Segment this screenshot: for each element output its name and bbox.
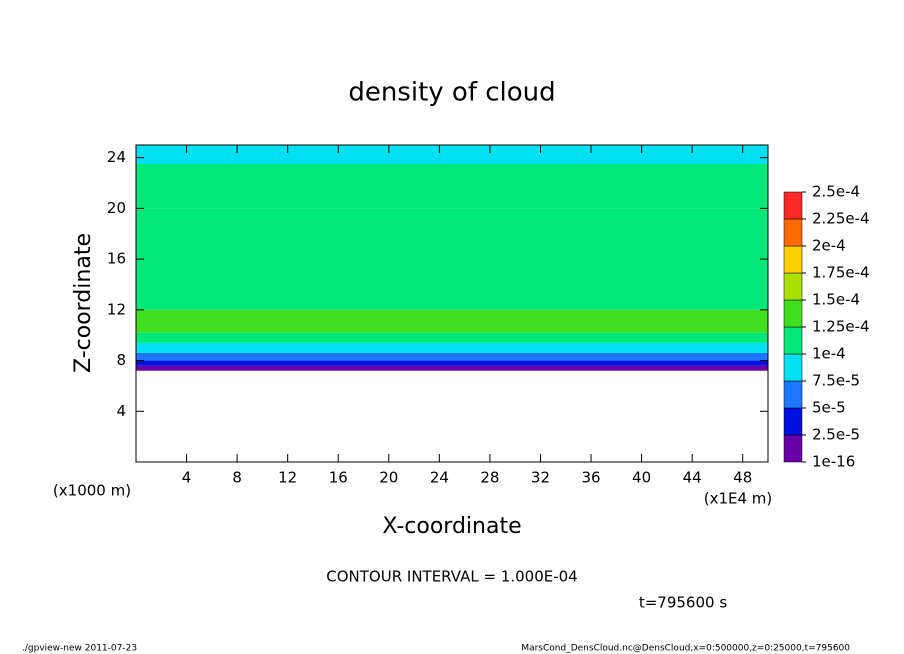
colorbar-label: 1.75e-4 — [812, 264, 870, 282]
x-tick-label: 20 — [379, 469, 398, 487]
colorbar-label: 1e-4 — [812, 345, 846, 363]
annotation: CONTOUR INTERVAL = 1.000E-04 — [326, 568, 577, 586]
heat-band — [136, 365, 768, 371]
chart-title: density of cloud — [348, 78, 555, 108]
colorbar-label: 5e-5 — [812, 399, 846, 417]
colorbar-swatch — [783, 380, 803, 409]
x-tick-label: 24 — [430, 469, 449, 487]
colorbar-label: 1.25e-4 — [812, 318, 870, 336]
footer: MarsCond_DensCloud.nc@DensCloud,x=0:5000… — [521, 644, 850, 654]
colorbar-swatch — [783, 353, 803, 382]
colorbar-label: 2.25e-4 — [812, 210, 870, 228]
colorbar-label: 1.5e-4 — [812, 291, 860, 309]
x-tick-label: 28 — [480, 469, 499, 487]
x-tick-label: 40 — [632, 469, 651, 487]
x-unit-label: (x1E4 m) — [704, 490, 773, 508]
heat-band — [136, 183, 768, 209]
x-axis-label: X-coordinate — [382, 514, 521, 539]
x-tick-label: 16 — [329, 469, 348, 487]
colorbar-swatch — [783, 191, 803, 220]
y-unit-label: (x1000 m) — [53, 482, 131, 500]
heat-band — [136, 309, 768, 333]
colorbar-label: 2.5e-5 — [812, 426, 860, 444]
annotation: t=795600 s — [639, 594, 727, 612]
y-tick-label: 24 — [107, 148, 126, 166]
x-tick-label: 12 — [278, 469, 297, 487]
plot-frame — [135, 144, 769, 463]
colorbar-swatch — [783, 407, 803, 436]
colorbar-label: 2.5e-4 — [812, 183, 860, 201]
colorbar-swatch — [783, 434, 803, 463]
x-tick-label: 32 — [531, 469, 550, 487]
x-tick-label: 36 — [581, 469, 600, 487]
colorbar-label: 1e-16 — [812, 453, 855, 471]
y-tick-label: 4 — [116, 402, 126, 420]
x-tick-label: 8 — [232, 469, 242, 487]
heat-band — [136, 145, 768, 165]
heat-band — [136, 208, 768, 310]
colorbar-label: 7.5e-5 — [812, 372, 860, 390]
colorbar-swatch — [783, 245, 803, 274]
x-tick-label: 44 — [683, 469, 702, 487]
heat-band — [136, 360, 768, 366]
x-tick-label: 4 — [182, 469, 192, 487]
heat-band — [136, 352, 768, 361]
heat-band — [136, 342, 768, 353]
heat-band — [136, 332, 768, 343]
colorbar-label: 2e-4 — [812, 237, 846, 255]
y-tick-label: 16 — [107, 250, 126, 268]
colorbar-swatch — [783, 299, 803, 328]
x-tick-label: 48 — [733, 469, 752, 487]
colorbar-swatch — [783, 272, 803, 301]
y-axis-label: Z-coordinate — [71, 233, 96, 373]
colorbar-swatch — [783, 326, 803, 355]
y-tick-label: 20 — [107, 199, 126, 217]
y-tick-label: 8 — [116, 351, 126, 369]
colorbar-swatch — [783, 218, 803, 247]
footer: ./gpview-new 2011-07-23 — [22, 644, 137, 654]
y-tick-label: 12 — [107, 300, 126, 318]
heat-band — [136, 164, 768, 184]
